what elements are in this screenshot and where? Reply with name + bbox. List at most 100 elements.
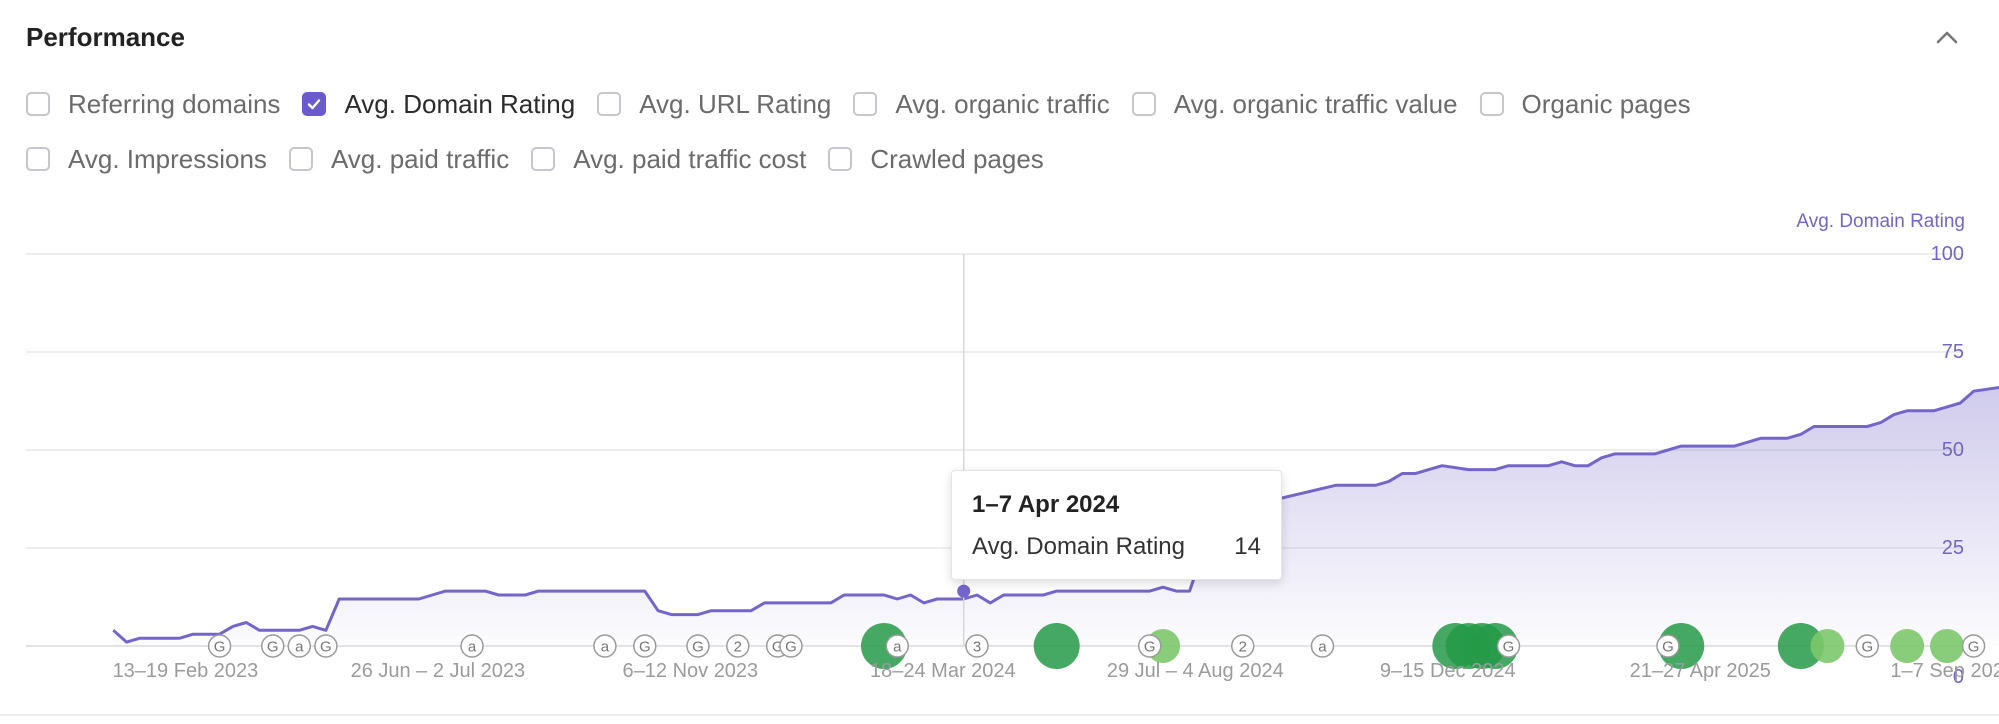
hover-point [957, 584, 971, 598]
annotation-badge [287, 634, 312, 658]
annotation-letter: G [785, 639, 797, 656]
annotation-badge [260, 634, 285, 658]
checkmark-icon [308, 99, 321, 110]
option-referring-domains[interactable]: Referring domains [26, 89, 280, 120]
annotation-letter: a [893, 639, 902, 656]
checkbox[interactable] [1479, 92, 1504, 116]
option-avg-domain-rating[interactable]: Avg. Domain Rating [302, 89, 575, 120]
series-line [112, 385, 1999, 644]
metric-options-row: Referring domains Avg. Domain Rating Avg… [26, 88, 1966, 120]
annotation-badge [207, 634, 232, 658]
tooltip-value: 14 [1234, 533, 1261, 560]
option-crawled-pages[interactable]: Crawled pages [828, 143, 1044, 175]
x-tick-label: 13–19 Feb 2023 [113, 660, 259, 682]
annotation-badge [965, 634, 989, 658]
option-label: Avg. paid traffic cost [573, 143, 807, 174]
annotation-letter: G [1662, 639, 1674, 656]
annotation-badge [1656, 634, 1680, 658]
annotation-badge [779, 634, 803, 658]
annotation-letter: a [1318, 639, 1327, 656]
option-label: Organic pages [1521, 88, 1691, 119]
annotation-badge [314, 634, 338, 658]
chart-tooltip: 1–7 Apr 2024 Avg. Domain Rating 14 [951, 470, 1282, 580]
annotation-badge [726, 634, 750, 658]
annotation-letter: G [692, 639, 704, 656]
annotation-letter: G [772, 639, 784, 656]
annotation-letter: G [639, 639, 651, 656]
checkbox-checked[interactable] [302, 92, 327, 116]
chevron-up-icon [1936, 31, 1958, 44]
x-tick-label: 29 Jul – 4 Aug 2024 [1107, 660, 1284, 682]
annotation-letter: a [468, 639, 477, 656]
option-label: Avg. URL Rating [639, 88, 832, 119]
x-tick-label: 21–27 Apr 2025 [1630, 660, 1771, 682]
option-organic-pages[interactable]: Organic pages [1479, 88, 1691, 120]
option-label: Referring domains [68, 88, 281, 119]
x-tick-label: 18–24 Mar 2024 [870, 660, 1016, 682]
checkbox[interactable] [26, 147, 50, 171]
annotation-badge [885, 634, 910, 658]
option-label: Avg. Impressions [68, 143, 267, 174]
annotation-badge [1496, 634, 1521, 658]
annotation-letter: a [295, 639, 304, 656]
option-avg-organic-traffic[interactable]: Avg. organic traffic [853, 89, 1110, 120]
y-tick-label: 50 [1942, 439, 1964, 461]
annotation-dot [1033, 623, 1080, 669]
annotation-badge [1230, 634, 1255, 658]
collapse-button[interactable] [1931, 22, 1963, 54]
x-tick-label: 9–15 Dec 2024 [1380, 660, 1516, 682]
annotation-badge [593, 634, 617, 658]
annotation-letter: G [214, 639, 226, 656]
y-tick-label: 0 [1953, 666, 1964, 688]
option-avg-impressions[interactable]: Avg. Impressions [26, 144, 267, 175]
annotation-letter: G [1968, 639, 1980, 656]
annotation-letter: G [1144, 639, 1156, 656]
y-tick-label: 75 [1942, 341, 1964, 363]
checkbox[interactable] [1131, 92, 1156, 116]
annotation-badge [1137, 634, 1162, 658]
checkbox[interactable] [288, 147, 313, 171]
x-tick-label: 26 Jun – 2 Jul 2023 [351, 660, 526, 682]
checkbox[interactable] [853, 92, 878, 116]
option-label: Crawled pages [870, 143, 1044, 174]
y-tick-label: 100 [1931, 243, 1964, 265]
annotation-badge [633, 634, 657, 658]
annotation-badge [1961, 634, 1986, 658]
option-avg-paid-traffic-cost[interactable]: Avg. paid traffic cost [531, 144, 806, 175]
option-avg-paid-traffic[interactable]: Avg. paid traffic [288, 144, 509, 175]
annotation-badge [686, 634, 710, 658]
y-tick-label: 25 [1942, 537, 1964, 559]
annotation-letter: 2 [734, 639, 742, 656]
annotation-letter: 2 [1239, 639, 1247, 656]
annotation-letter: G [320, 639, 332, 656]
annotation-letter: G [267, 639, 279, 656]
annotation-dot [1930, 629, 1964, 663]
annotation-badge [460, 634, 484, 658]
annotation-dot [1777, 623, 1824, 669]
annotation-dot [1890, 629, 1925, 663]
annotation-letter: G [1861, 639, 1873, 656]
annotation-badge [1855, 634, 1880, 658]
y-axis-series-label: Avg. Domain Rating [1796, 211, 1965, 232]
option-label: Avg. organic traffic value [1173, 88, 1458, 119]
option-label: Avg. Domain Rating [344, 88, 576, 119]
x-tick-label: 1–7 Sep 2025 [1890, 660, 1999, 682]
option-avg-url-rating[interactable]: Avg. URL Rating [597, 89, 831, 120]
x-tick-label: 6–12 Nov 2023 [623, 660, 759, 682]
checkbox[interactable] [597, 92, 622, 116]
option-avg-organic-traffic-value[interactable]: Avg. organic traffic value [1131, 88, 1458, 120]
annotation-badge [1310, 634, 1335, 658]
panel-title: Performance [26, 22, 185, 52]
tooltip-date: 1–7 Apr 2024 [972, 491, 1120, 518]
metric-options: Referring domains Avg. Domain Rating Avg… [26, 88, 1966, 198]
annotation-letter: G [1503, 639, 1515, 656]
metric-options-row: Avg. Impressions Avg. paid traffic Avg. … [26, 143, 1966, 175]
annotation-letter: 3 [973, 639, 981, 656]
annotation-dot [1810, 629, 1845, 663]
checkbox[interactable] [26, 92, 50, 116]
annotation-letter: a [601, 639, 610, 656]
checkbox[interactable] [828, 147, 853, 171]
checkbox[interactable] [531, 147, 556, 171]
